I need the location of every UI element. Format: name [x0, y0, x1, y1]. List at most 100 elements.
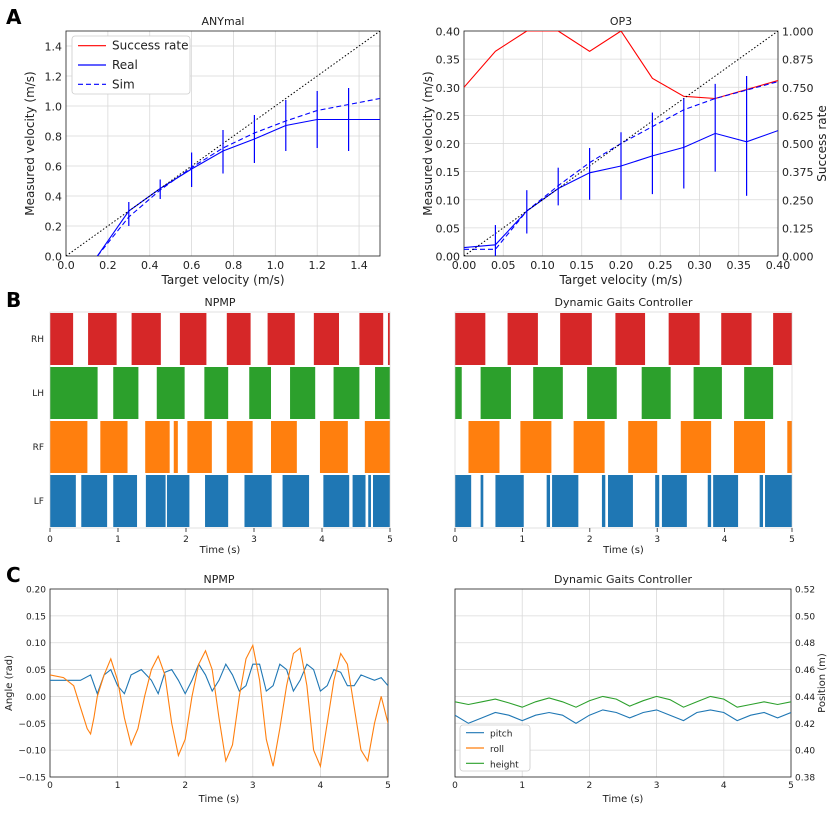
stance-bar-lf: [323, 475, 350, 527]
x-tick-label: 0.20: [609, 259, 634, 272]
x-tick-label: 5: [387, 535, 393, 545]
stance-bar-lf: [50, 475, 76, 527]
stance-bar-rf: [145, 421, 170, 473]
stance-bar-lf: [765, 475, 792, 527]
stance-bar-lf: [205, 475, 229, 527]
stance-bar-lf: [759, 475, 764, 527]
y-tick-label: 0.2: [45, 221, 63, 234]
stance-bar-lh: [249, 367, 271, 419]
y-tick-label: 1.4: [45, 41, 63, 54]
y2-tick-label: 0.000: [782, 251, 814, 264]
stance-bar-rh: [226, 313, 251, 365]
stance-bar-rf: [573, 421, 605, 473]
x-tick-label: 0: [47, 535, 53, 545]
stance-bar-rf: [271, 421, 297, 473]
y-tick-label: 1.0: [45, 101, 63, 114]
x-tick-label: 1.0: [267, 259, 285, 272]
stance-bar-rh: [359, 313, 384, 365]
leg-label: LH: [32, 389, 44, 399]
panel-label-b: B: [6, 288, 21, 312]
plot-area: [455, 695, 791, 724]
y-tick-label: 0.15: [26, 612, 46, 622]
stance-bar-lf: [546, 475, 551, 527]
chart-angles_npmp: 0 1 2 3 4 5 −0.15 −0.10 −0.05 0.00 0.05 0.10 0.15 0.2…: [4, 573, 391, 805]
y-tick-label: 0.10: [26, 639, 46, 649]
stance-bar-rf: [520, 421, 552, 473]
stance-bar-rh: [507, 313, 538, 365]
y-tick-label: 0.30: [436, 82, 461, 95]
stance-bar-lf: [81, 475, 108, 527]
y-tick-label: −0.15: [18, 774, 46, 784]
x-axis-label: Time (s): [602, 794, 644, 805]
stance-bar-lf: [713, 475, 739, 527]
y-tick-label: 0.10: [436, 194, 461, 207]
plot-frame: [49, 588, 389, 778]
stance-bar-rh: [179, 313, 207, 365]
stance-bar-lf: [282, 475, 310, 527]
x-axis-label: Target velocity (m/s): [559, 273, 683, 287]
plot-area: [464, 31, 778, 256]
y-axis-label: Measured velocity (m/s): [421, 71, 435, 216]
x-axis-label: Time (s): [602, 545, 644, 556]
stance-bar-lf: [552, 475, 579, 527]
y-tick-label: 0.6: [45, 161, 63, 174]
series-line-pitch: [455, 709, 791, 724]
leg-label: LF: [34, 497, 44, 507]
x-tick-label: 1: [519, 781, 525, 791]
y2-tick-label: 0.44: [795, 693, 815, 703]
x-tick-label: 5: [788, 781, 794, 791]
y2-axis-label: Position (m): [817, 653, 828, 713]
x-tick-label: 5: [385, 781, 391, 791]
stance-bar-rh: [668, 313, 700, 365]
stance-bar-lf: [244, 475, 272, 527]
chart-title: OP3: [610, 15, 632, 28]
x-axis-label: Time (s): [199, 545, 241, 556]
stance-bar-rh: [50, 313, 74, 365]
x-tick-label: 1: [115, 781, 121, 791]
chart-angles_dgc: 0 1 2 3 4 50.38 0.40 0.42 0.44 0.46 0.48 0.50 0.52 Dy…: [452, 573, 828, 805]
x-tick-label: 0: [452, 781, 458, 791]
x-tick-label: 1: [520, 535, 526, 545]
y2-tick-label: 0.625: [782, 110, 814, 123]
stance-bar-rf: [364, 421, 390, 473]
stance-bar-rh: [387, 313, 390, 365]
x-tick-label: 0.2: [99, 259, 117, 272]
leg-label: RF: [33, 443, 44, 453]
stance-bar-rh: [131, 313, 161, 365]
series-line-sim: [96, 97, 380, 256]
plot-area: [50, 643, 388, 769]
stance-bar-rh: [313, 313, 339, 365]
y-axis-label: Angle (rad): [4, 655, 15, 711]
y2-tick-label: 0.50: [795, 612, 815, 622]
stance-bar-lh: [333, 367, 360, 419]
stance-bar-lf: [495, 475, 524, 527]
x-tick-label: 0.10: [530, 259, 555, 272]
y-tick-label: −0.05: [18, 720, 46, 730]
stance-bar-rf: [468, 421, 500, 473]
legend-box: [71, 35, 191, 95]
stance-bar-lh: [113, 367, 139, 419]
x-tick-label: 0.25: [648, 259, 673, 272]
y-tick-label: 0.00: [436, 251, 461, 264]
chart-op3: 0.00 0.05 0.10 0.15 0.20 0.25 0.30 0.35 0.400.00…: [421, 15, 829, 287]
x-tick-label: 1.2: [308, 259, 326, 272]
stance-bar-lf: [373, 475, 390, 527]
leg-label: RH: [31, 335, 44, 345]
plot-area: [66, 31, 380, 256]
stance-bar-rf: [787, 421, 792, 473]
stance-bar-rf: [173, 421, 178, 473]
stance-bar-rf: [319, 421, 348, 473]
y-tick-label: 0.05: [436, 222, 461, 235]
stance-bar-lh: [156, 367, 185, 419]
y-tick-label: −0.10: [18, 747, 46, 757]
x-tick-label: 3: [654, 535, 660, 545]
stance-bar-lf: [166, 475, 190, 527]
y-tick-label: 0.40: [436, 26, 461, 39]
legend-label: Success rate: [112, 39, 189, 53]
legend-label: pitch: [490, 730, 512, 740]
x-tick-label: 0.40: [766, 259, 791, 272]
y-tick-label: 0.20: [436, 138, 461, 151]
legend-label: roll: [490, 745, 504, 755]
x-tick-label: 2: [587, 781, 593, 791]
